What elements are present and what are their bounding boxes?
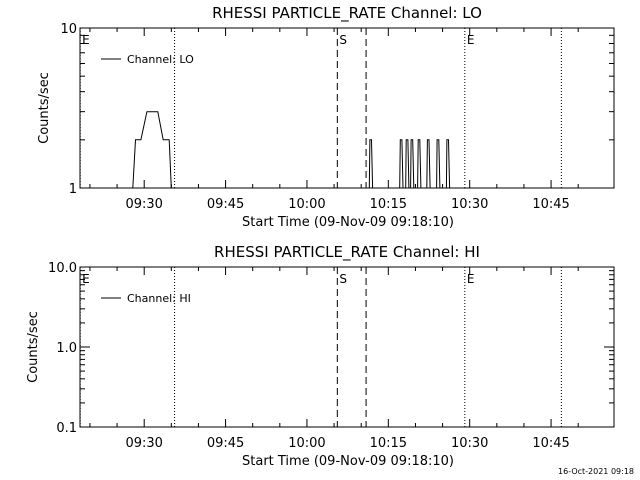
- panel1-y-axis-label: Counts/sec: [37, 72, 52, 144]
- panel1-x-tick-label: 10:15: [370, 197, 407, 212]
- panel1-x-tick-label: 09:45: [207, 197, 244, 212]
- panel2-x-tick-label: 10:30: [451, 436, 488, 451]
- panel2-y-tick-label: 0.1: [56, 421, 77, 436]
- panel2-x-tick-label: 10:00: [288, 436, 325, 451]
- panel1-x-axis-label: Start Time (09-Nov-09 09:18:10): [242, 215, 454, 230]
- panel2-legend-label: Channel: HI: [127, 292, 191, 305]
- panel1-y-tick-label: 10: [60, 22, 77, 37]
- panel1-marker-label: E: [82, 33, 90, 47]
- panel1-plot-frame: [79, 27, 615, 189]
- panel2-x-axis-label: Start Time (09-Nov-09 09:18:10): [242, 454, 454, 469]
- panel1-x-tick-label: 10:00: [288, 197, 325, 212]
- panel2-y-tick-label: 10.0: [48, 261, 77, 276]
- panel2-x-tick-label: 10:45: [532, 436, 569, 451]
- panel2-x-tick-label: 10:15: [370, 436, 407, 451]
- panel2-y-axis-label: Counts/sec: [26, 311, 41, 383]
- panel1-marker-label: S: [339, 33, 347, 47]
- panel2-x-tick-label: 09:45: [207, 436, 244, 451]
- panel2-y-tick-label: 1.0: [56, 341, 77, 356]
- panel2-x-tick-label: 09:30: [125, 436, 162, 451]
- panel1-x-tick-label: 10:30: [451, 197, 488, 212]
- footer-timestamp: 16-Oct-2021 09:18: [558, 467, 634, 476]
- panel1-x-tick-label: 10:45: [532, 197, 569, 212]
- panel2-title: RHESSI PARTICLE_RATE Channel: HI: [214, 243, 480, 262]
- panel2-marker-label: E: [82, 272, 90, 286]
- panel2-marker-label: E: [467, 272, 475, 286]
- panel1-series-line-1: [132, 111, 175, 188]
- panel2-plot-frame: [79, 266, 615, 428]
- panel1-x-tick-label: 09:30: [125, 197, 162, 212]
- panel1-y-tick-label: 1: [69, 182, 77, 197]
- panel1-title: RHESSI PARTICLE_RATE Channel: LO: [212, 4, 482, 23]
- panel2-marker-label: S: [339, 272, 347, 286]
- panel1-legend-label: Channel: LO: [127, 53, 194, 66]
- panel1-marker-label: E: [467, 33, 475, 47]
- panel1-series-line-2: [368, 139, 451, 188]
